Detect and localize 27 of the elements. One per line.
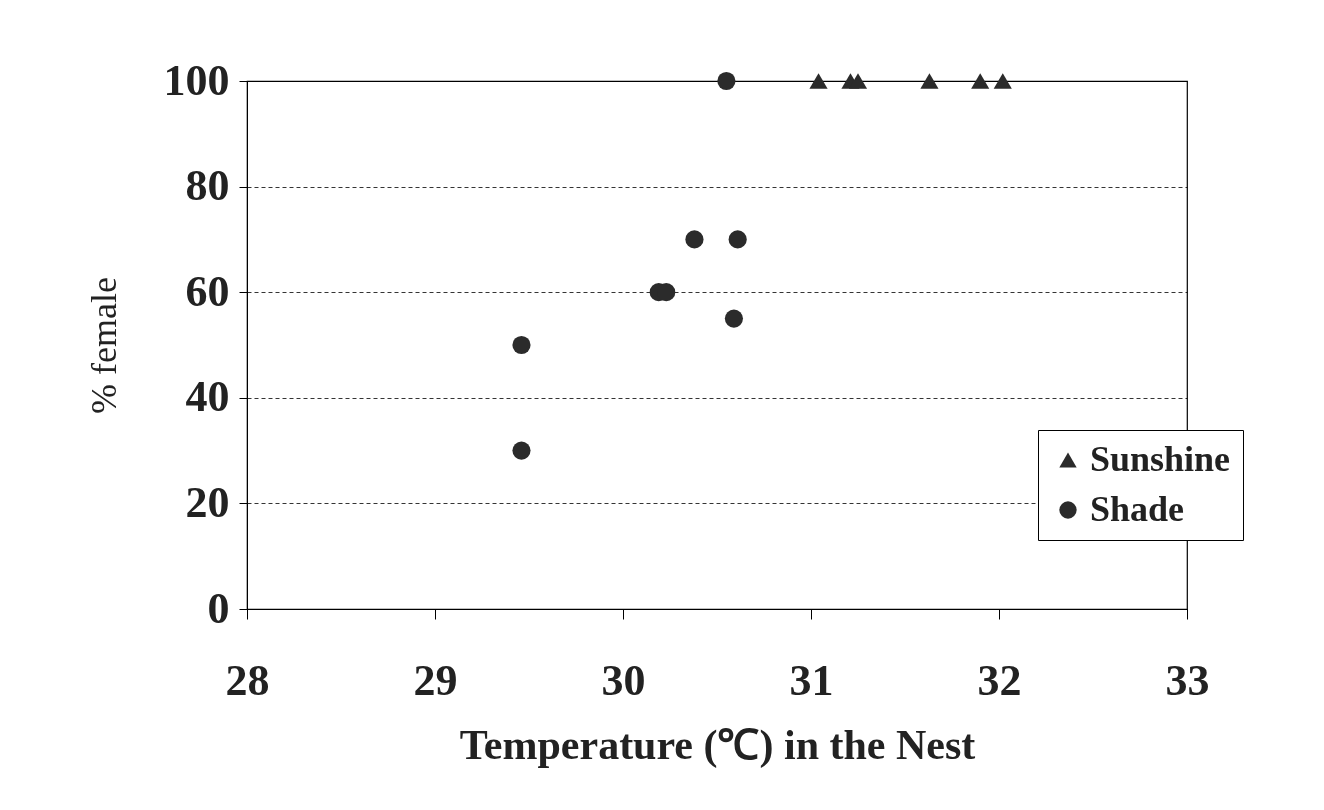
point xyxy=(920,73,939,89)
x-tick-label: 33 xyxy=(1165,655,1210,705)
point xyxy=(685,230,704,249)
point xyxy=(512,441,531,460)
point xyxy=(728,230,747,249)
x-tick-label: 28 xyxy=(225,655,270,705)
legend-label: Shade xyxy=(1090,489,1185,529)
point xyxy=(848,73,868,89)
point xyxy=(993,73,1012,89)
x-axis-title: Temperature (℃) in the Nest xyxy=(459,721,976,769)
point xyxy=(512,335,531,355)
y-tick-label: 20 xyxy=(185,477,230,527)
y-tick-label: 100 xyxy=(163,55,230,105)
legend-label: Sunshine xyxy=(1090,439,1231,479)
point xyxy=(809,73,828,89)
y-tick-label: 80 xyxy=(185,161,230,211)
x-tick-label: 31 xyxy=(789,655,834,705)
y-axis-title: % female xyxy=(83,277,124,414)
y-tick-label: 0 xyxy=(207,583,230,633)
y-tick-label: 60 xyxy=(185,266,230,316)
y-tick-label: 40 xyxy=(185,372,230,422)
x-tick-label: 29 xyxy=(413,655,458,705)
x-tick-label: 30 xyxy=(601,655,646,705)
point xyxy=(717,71,736,91)
x-tick-label: 32 xyxy=(977,655,1022,705)
point xyxy=(971,73,990,89)
point xyxy=(724,309,743,328)
